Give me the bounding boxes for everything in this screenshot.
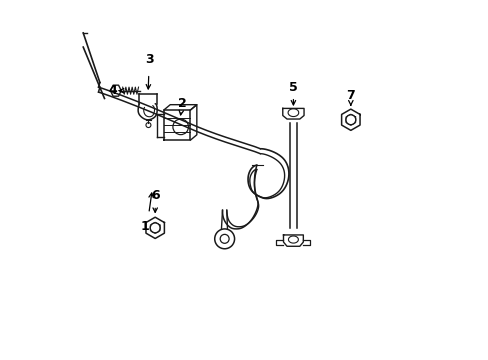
- Text: 5: 5: [288, 81, 297, 94]
- Text: 4: 4: [108, 84, 117, 97]
- Text: 1: 1: [141, 220, 149, 233]
- Text: 7: 7: [346, 89, 354, 102]
- Text: 2: 2: [178, 97, 186, 110]
- Text: 6: 6: [151, 189, 159, 202]
- Text: 3: 3: [145, 53, 154, 66]
